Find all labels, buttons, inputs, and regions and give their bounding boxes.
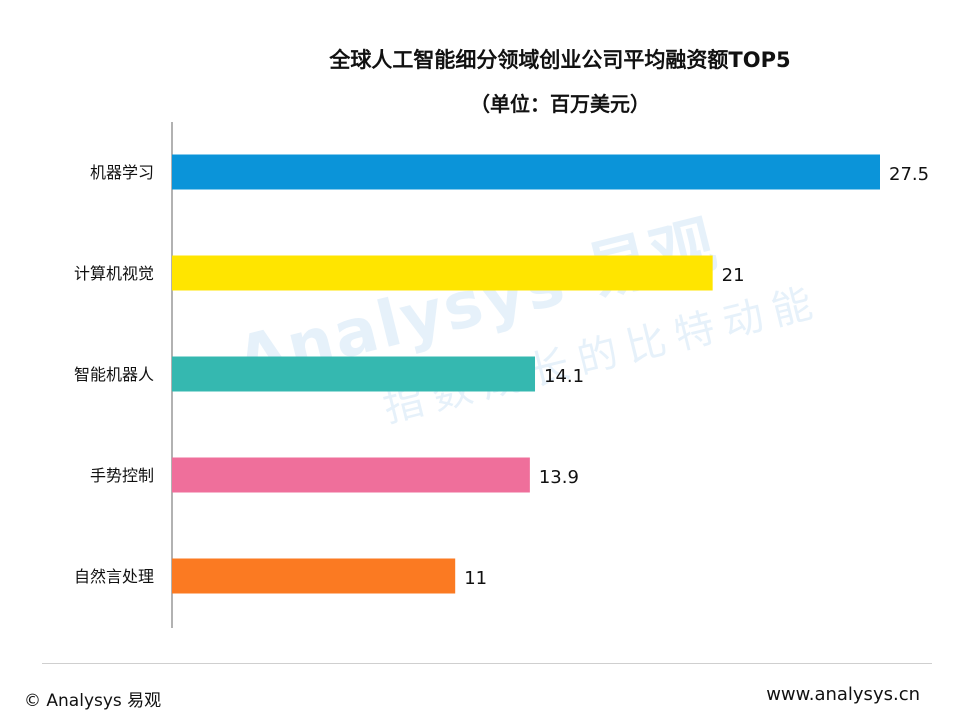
- bar: [172, 558, 456, 594]
- value-label: 11: [464, 568, 487, 589]
- chart-title: 全球人工智能细分领域创业公司平均融资额TOP5: [329, 48, 791, 72]
- category-label: 手势控制: [90, 466, 154, 485]
- category-label: 自然言处理: [74, 567, 154, 586]
- bar: [172, 457, 530, 493]
- copyright-text: © Analysys 易观: [24, 691, 162, 711]
- value-label: 21: [722, 265, 745, 286]
- bar: [172, 356, 536, 392]
- category-label: 智能机器人: [74, 365, 154, 384]
- site-url-link[interactable]: www.analysys.cn: [766, 684, 920, 705]
- value-label: 14.1: [544, 366, 584, 387]
- category-label: 机器学习: [90, 163, 154, 182]
- bar: [172, 154, 880, 190]
- chart-subtitle: （单位：百万美元）: [470, 92, 650, 116]
- category-label: 计算机视觉: [74, 264, 154, 283]
- footer-divider: [42, 663, 932, 664]
- value-label: 13.9: [539, 467, 579, 488]
- bars-group: 机器学习 27.5 计算机视觉 21 智能机器人 14.1 手势控制 13.9 自然言处理 11: [74, 154, 929, 594]
- bar: [172, 255, 713, 291]
- bar-chart: 机器学习 27.5 计算机视觉 21 智能机器人 14.1 手势控制 13.9 自然言处理 11: [74, 122, 929, 628]
- value-label: 27.5: [889, 164, 929, 185]
